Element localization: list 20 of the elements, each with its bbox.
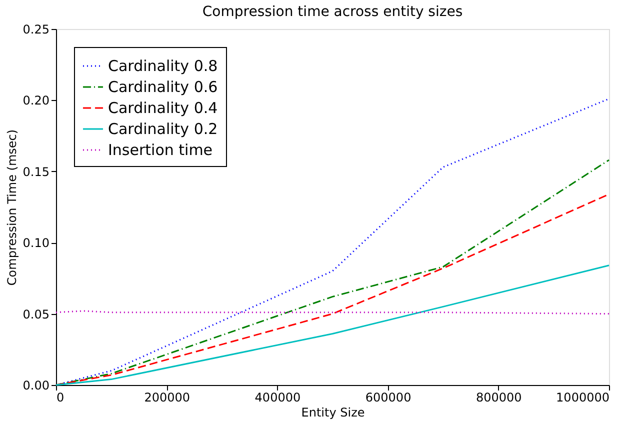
- x-tick-label: 400000: [254, 390, 301, 404]
- y-tick-label: 0.00: [22, 378, 50, 392]
- legend-label: Cardinality 0.4: [108, 99, 218, 117]
- y-tick-label: 0.15: [22, 164, 50, 179]
- legend-label: Cardinality 0.6: [108, 78, 218, 96]
- y-tick-label: 0.20: [22, 94, 50, 108]
- y-axis-title: Compression Time (msec): [4, 129, 19, 286]
- y-tick-label: 0.05: [22, 307, 50, 322]
- legend-label: Cardinality 0.2: [108, 120, 218, 138]
- y-tick-label: 0.25: [22, 22, 50, 36]
- x-tick-label: 0: [56, 390, 64, 404]
- x-tick-label: 600000: [365, 390, 412, 404]
- x-tick-label: 1000000: [556, 390, 610, 404]
- x-tick-label: 800000: [476, 390, 522, 404]
- x-tick-label: 200000: [144, 390, 190, 404]
- legend-label: Cardinality 0.8: [108, 57, 218, 75]
- legend-label: Insertion time: [108, 141, 213, 159]
- y-tick-label: 0.10: [22, 236, 50, 250]
- chart-title: Compression time across entity sizes: [202, 4, 463, 20]
- x-axis-title: Entity Size: [301, 406, 365, 420]
